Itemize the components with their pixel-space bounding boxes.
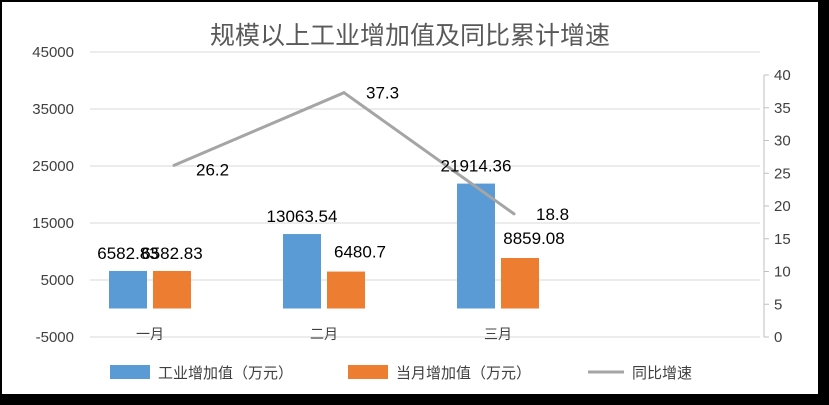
bar (457, 183, 495, 309)
right-tick-label: 35 (774, 100, 791, 117)
right-tick-label: 30 (774, 133, 791, 150)
line-series (172, 91, 516, 216)
bar-data-label: 21914.36 (441, 157, 512, 176)
legend-label: 工业增加值（万元） (158, 364, 293, 382)
bar (283, 234, 321, 309)
category-label: 二月 (310, 327, 338, 343)
data-labels: 6582.83 13063.54 21914.36 6582.83 6480.7 8859… (97, 84, 569, 263)
left-axis-ticks: -5000 5000 15000 25000 35000 45000 (32, 44, 74, 346)
left-tick-label: 45000 (32, 44, 74, 61)
line-point (172, 163, 176, 167)
legend-label: 当月增加值（万元） (396, 364, 531, 382)
line-point (512, 212, 516, 216)
right-tick-label: 40 (774, 67, 791, 84)
line-data-label: 26.2 (196, 160, 229, 179)
left-tick-label: 25000 (32, 158, 74, 175)
bars (109, 183, 539, 309)
right-tick-label: 25 (774, 165, 791, 182)
legend-swatch (348, 365, 388, 379)
left-tick-label: 15000 (32, 215, 74, 232)
right-axis: 0 5 10 15 20 25 30 35 40 (763, 67, 791, 346)
left-tick-label: -5000 (36, 329, 74, 346)
bar-data-label: 6582.83 (97, 244, 158, 263)
bar (109, 270, 147, 309)
chart-title: 规模以上工业增加值及同比累计增速 (210, 21, 610, 50)
right-tick-label: 10 (774, 264, 791, 281)
left-tick-label: 5000 (41, 272, 74, 289)
chart-svg: 规模以上工业增加值及同比累计增速 -5000500015000250003500… (32, 21, 791, 382)
right-tick-label: 5 (774, 296, 782, 313)
legend-swatch (110, 365, 150, 379)
left-tick-label: 35000 (32, 101, 74, 118)
legend-label: 同比增速 (632, 364, 692, 382)
bar (153, 270, 191, 309)
category-label: 三月 (484, 327, 512, 343)
line-data-label: 18.8 (536, 205, 569, 224)
bar-data-label: 6480.7 (334, 243, 386, 262)
gridlines (90, 51, 760, 338)
legend: 工业增加值（万元） 当月增加值（万元） 同比增速 (110, 364, 692, 382)
right-tick-label: 15 (774, 231, 791, 248)
line-data-label: 37.3 (366, 84, 399, 103)
chart-frame: 规模以上工业增加值及同比累计增速 -5000 5000 15000 25000 3500… (2, 2, 818, 394)
right-tick-label: 20 (774, 198, 791, 215)
line-point (342, 91, 346, 95)
right-tick-label: 0 (774, 329, 782, 346)
category-label: 一月 (136, 327, 164, 343)
category-labels: 一月 二月 三月 (136, 327, 512, 343)
bar (327, 271, 365, 309)
bar-data-label: 6582.83 (141, 244, 202, 263)
bar-data-label: 8859.08 (503, 229, 564, 248)
bar (501, 258, 539, 309)
bar-data-label: 13063.54 (267, 207, 338, 226)
